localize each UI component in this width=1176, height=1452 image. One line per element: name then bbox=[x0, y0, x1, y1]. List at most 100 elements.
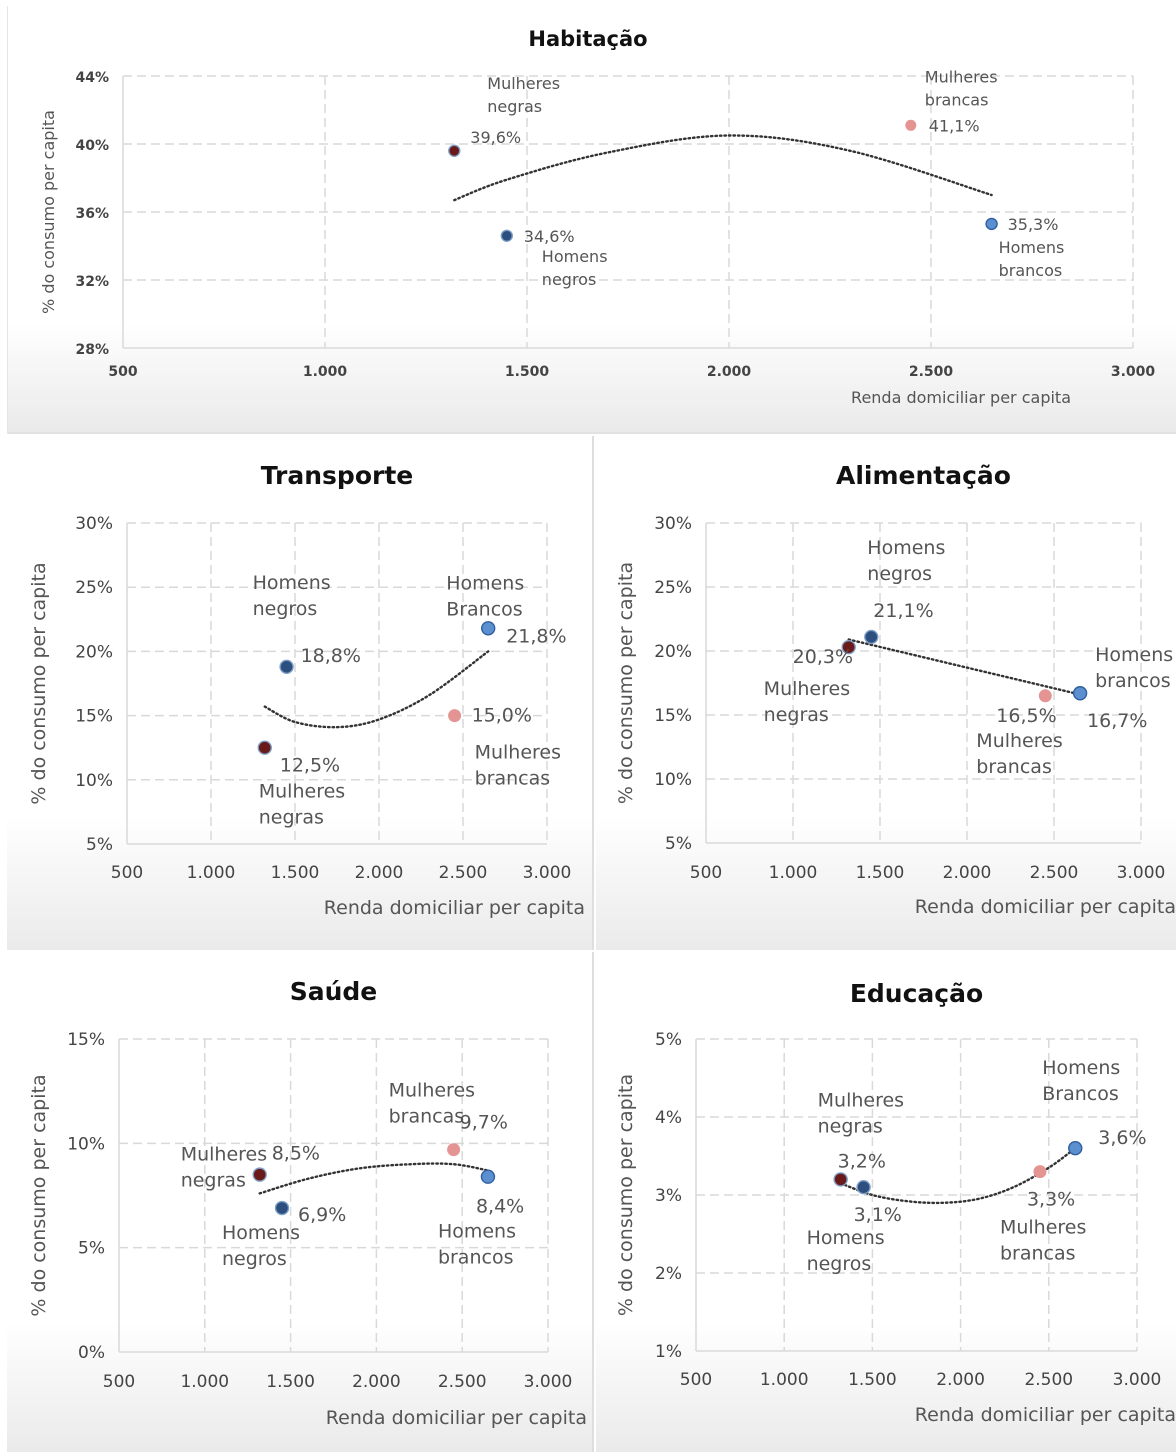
y-axis-label: % do consumo per capita bbox=[615, 1074, 637, 1316]
series-label-mulheres_negras: negras bbox=[818, 1115, 883, 1137]
data-label-homens_negros: 34,6% bbox=[524, 227, 575, 246]
y-tick-label: 15% bbox=[67, 1030, 105, 1050]
chart-panel-transporte: 500 1.000 1.500 2.000 2.500 3.000 5% 10% 15% 20% 2… bbox=[7, 436, 594, 950]
chart-title: Educação bbox=[850, 979, 983, 1008]
x-axis-label: Renda domiciliar per capita bbox=[324, 897, 585, 919]
y-tick-label: 5% bbox=[665, 834, 692, 854]
x-tick-label: 1.000 bbox=[303, 364, 348, 380]
y-tick-label: 1% bbox=[655, 1342, 682, 1362]
y-tick-label: 30% bbox=[75, 514, 113, 534]
data-point-mulheres_negras bbox=[833, 1172, 848, 1187]
chart-svg-alimentacao: 500 1.000 1.500 2.000 2.500 3.000 5% 10% 15% 20% 2… bbox=[615, 461, 1176, 918]
x-tick-label: 1.500 bbox=[856, 863, 905, 883]
data-label-homens_brancos: 8,4% bbox=[476, 1196, 524, 1218]
data-point-homens_negros bbox=[500, 229, 513, 243]
x-tick-label: 2.000 bbox=[936, 1370, 985, 1390]
trendline bbox=[847, 638, 1082, 696]
data-point-mulheres_negras bbox=[448, 144, 461, 158]
trendline bbox=[839, 1147, 1077, 1205]
y-tick-label: 10% bbox=[75, 771, 113, 791]
x-tick-label: 500 bbox=[111, 863, 143, 883]
y-axis-label: % do consumo per capita bbox=[28, 562, 50, 804]
data-point-mulheres_negras bbox=[252, 1167, 267, 1182]
series-label-mulheres_brancas: Mulheres bbox=[475, 742, 561, 764]
series-label-homens_brancos: Homens bbox=[1095, 644, 1173, 666]
series-label-homens_negros: negros bbox=[867, 563, 932, 585]
series-label-homens_brancos: brancos bbox=[1095, 670, 1171, 692]
y-tick-label: 5% bbox=[655, 1030, 682, 1050]
data-point-mulheres_brancas bbox=[447, 1143, 461, 1157]
series-label-mulheres_negras: Mulheres bbox=[259, 781, 345, 803]
series-label-mulheres_brancas: brancas bbox=[475, 768, 551, 790]
data-point-mulheres_brancas bbox=[1033, 1165, 1047, 1179]
series-label-homens_brancos: brancos bbox=[438, 1247, 514, 1269]
data-point-homens_negros bbox=[856, 1179, 871, 1195]
x-tick-label: 3.000 bbox=[1111, 364, 1156, 380]
data-label-homens_negros: 6,9% bbox=[298, 1204, 346, 1226]
x-tick-label: 500 bbox=[103, 1372, 135, 1392]
x-tick-label: 3.000 bbox=[524, 1372, 573, 1392]
y-tick-label: 5% bbox=[78, 1239, 105, 1259]
y-axis-label: % do consumo per capita bbox=[28, 1074, 50, 1316]
x-tick-label: 500 bbox=[680, 1370, 712, 1390]
series-label-homens_negros: negros bbox=[253, 598, 318, 620]
series-label-mulheres_negras: Mulheres bbox=[487, 74, 560, 93]
y-tick-label: 15% bbox=[654, 706, 692, 726]
data-label-homens_brancos: 16,7% bbox=[1087, 710, 1147, 732]
y-tick-label: 4% bbox=[655, 1108, 682, 1128]
chart-panel-habitacao: 500 1.000 1.500 2.000 2.500 3.000 28% 32% 36% 40%… bbox=[7, 6, 1176, 434]
data-label-mulheres_negras: 39,6% bbox=[470, 128, 521, 147]
x-tick-label: 2.000 bbox=[355, 863, 404, 883]
series-label-homens_negros: Homens bbox=[253, 572, 331, 594]
data-label-mulheres_negras: 8,5% bbox=[272, 1143, 320, 1165]
trendline bbox=[453, 134, 993, 202]
series-label-homens_brancos: Brancos bbox=[1042, 1083, 1119, 1105]
x-tick-label: 500 bbox=[690, 863, 722, 883]
x-axis-label: Renda domiciliar per capita bbox=[915, 896, 1176, 918]
chart-title: Habitação bbox=[528, 27, 647, 51]
series-label-homens_brancos: Homens bbox=[438, 1221, 516, 1243]
y-tick-label: 40% bbox=[75, 138, 109, 154]
data-label-homens_brancos: 3,6% bbox=[1098, 1127, 1146, 1149]
data-label-homens_brancos: 21,8% bbox=[506, 625, 566, 647]
x-tick-label: 2.500 bbox=[438, 1372, 487, 1392]
chart-svg-educacao: 500 1.000 1.500 2.000 2.500 3.000 1% 2% 3% 4% 5% Ed… bbox=[615, 979, 1176, 1426]
chart-svg-transporte: 500 1.000 1.500 2.000 2.500 3.000 5% 10% 15% 20% 2… bbox=[28, 461, 585, 919]
series-label-mulheres_brancas: brancas bbox=[389, 1106, 465, 1128]
y-tick-label: 15% bbox=[75, 707, 113, 727]
series-label-homens_negros: Homens bbox=[222, 1222, 300, 1244]
data-point-homens_brancos bbox=[1072, 686, 1088, 701]
x-tick-label: 2.500 bbox=[1024, 1370, 1073, 1390]
data-label-homens_brancos: 35,3% bbox=[1008, 215, 1059, 234]
data-label-mulheres_brancas: 15,0% bbox=[472, 705, 532, 727]
y-tick-label: 25% bbox=[654, 578, 692, 598]
chart-svg-saude: 500 1.000 1.500 2.000 2.500 3.000 0% 5% 10% 15% Sa… bbox=[28, 977, 587, 1429]
x-axis-label: Renda domiciliar per capita bbox=[326, 1407, 587, 1429]
x-axis-label: Renda domiciliar per capita bbox=[851, 388, 1071, 407]
y-tick-label: 44% bbox=[75, 70, 109, 86]
series-label-homens_brancos: Homens bbox=[1042, 1057, 1120, 1079]
series-label-mulheres_negras: negras bbox=[181, 1170, 246, 1192]
y-tick-label: 10% bbox=[67, 1134, 105, 1154]
y-tick-label: 32% bbox=[75, 274, 109, 290]
series-label-homens_negros: Homens bbox=[807, 1227, 885, 1249]
data-point-homens_brancos bbox=[481, 621, 496, 636]
data-label-homens_negros: 3,1% bbox=[854, 1204, 902, 1226]
data-label-mulheres_brancas: 9,7% bbox=[460, 1112, 508, 1134]
data-point-homens_brancos bbox=[985, 217, 998, 231]
trendline bbox=[258, 1162, 490, 1195]
data-label-mulheres_negras: 20,3% bbox=[793, 646, 853, 668]
data-point-homens_negros bbox=[274, 1200, 290, 1216]
data-label-mulheres_brancas: 41,1% bbox=[929, 116, 980, 135]
x-tick-label: 1.000 bbox=[180, 1372, 229, 1392]
x-tick-label: 2.500 bbox=[439, 863, 488, 883]
x-tick-label: 1.000 bbox=[760, 1370, 809, 1390]
x-tick-label: 1.500 bbox=[848, 1370, 897, 1390]
x-tick-label: 3.000 bbox=[1117, 863, 1166, 883]
series-label-mulheres_negras: negras bbox=[259, 807, 324, 829]
data-point-mulheres_negras bbox=[841, 639, 856, 655]
series-label-homens_brancos: brancos bbox=[999, 261, 1063, 280]
x-axis-label: Renda domiciliar per capita bbox=[915, 1404, 1176, 1426]
chart-panel-saude: 500 1.000 1.500 2.000 2.500 3.000 0% 5% 10% 15% Sa… bbox=[7, 952, 594, 1452]
data-point-homens_negros bbox=[864, 629, 879, 645]
